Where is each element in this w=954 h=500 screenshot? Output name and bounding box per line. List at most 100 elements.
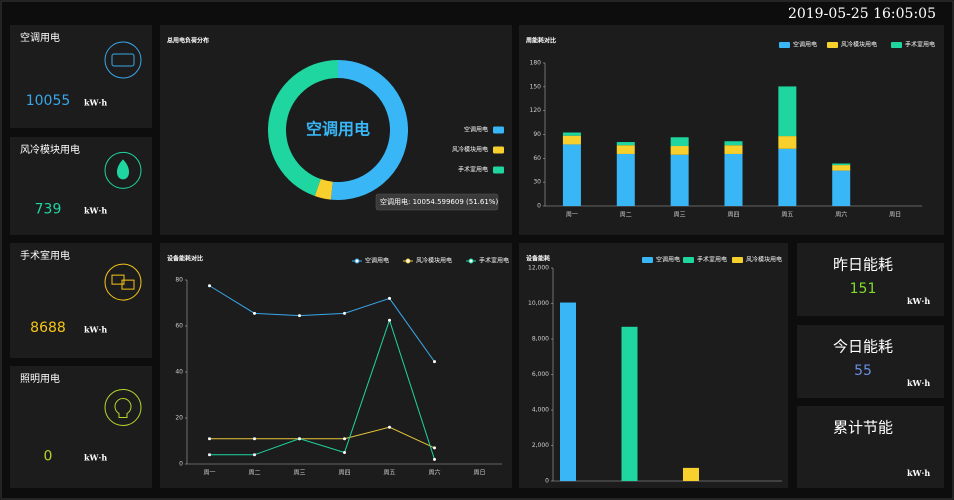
panel [10,25,152,128]
chart-title: 设备能耗 [526,255,550,263]
bar [621,326,638,481]
card-title: 空调用电 [20,31,60,44]
point [433,446,436,450]
legend-swatch [827,42,838,48]
y-tick-label: 12,000 [528,265,549,272]
card-value: 739 [35,202,62,218]
chart-title: 设备能耗对比 [167,255,203,263]
point [208,437,211,441]
legend-label: 风冷模块用电 [416,257,452,265]
card-title: 手术室用电 [20,249,70,262]
y-tick-label: 0 [537,203,541,210]
panel [797,325,944,398]
legend-marker [468,258,474,264]
bar-segment [832,170,851,206]
legend-label: 空调用电 [365,257,389,265]
point [343,437,346,441]
point [433,360,436,364]
point [253,311,256,315]
point [208,284,211,288]
bar-segment [562,144,581,206]
point [388,296,391,300]
legend-label: 风冷模块用电 [841,41,877,49]
x-tick-label: 周三 [674,212,686,219]
x-tick-label: 周日 [473,470,485,477]
icon-ring [104,151,142,189]
legend-label: 手术室用电 [697,256,727,264]
donut-center-label: 空调用电 [306,120,370,139]
bar-segment [778,86,797,137]
y-tick-label: 0 [545,478,549,485]
legend-swatch [642,257,653,263]
bar-segment [670,154,689,206]
y-tick-label: 0 [179,461,183,468]
legend-swatch [779,42,790,48]
y-tick-label: 120 [530,107,542,114]
card-title: 风冷模块用电 [20,143,80,156]
bar-segment [562,135,581,145]
legend-label: 空调用电 [656,256,680,264]
y-tick-label: 60 [175,323,183,330]
y-tick-label: 80 [175,277,183,284]
legend-swatch [683,257,694,263]
legend-marker [354,258,360,264]
y-tick-label: 20 [175,415,183,422]
bar-segment [670,137,689,147]
y-tick-label: 4,000 [532,407,549,414]
summary-title: 今日能耗 [833,338,893,356]
x-tick-label: 周日 [889,212,901,219]
point [208,453,211,457]
panel [519,243,788,488]
x-tick-label: 周三 [293,470,305,477]
bar-segment [616,145,635,154]
y-tick-label: 180 [530,60,542,67]
icon-ring [104,263,142,301]
legend-swatch [493,146,504,154]
summary-unit: kW·h [907,296,930,306]
donut-slice [268,60,338,197]
x-tick-label: 周五 [383,470,395,477]
legend-swatch [493,166,504,174]
tooltip: 空调用电: 10054.599609 (51.61%) [380,197,498,206]
y-tick-label: 2,000 [532,442,549,449]
legend-label: 手术室用电 [458,166,488,174]
summary-unit: kW·h [907,468,930,478]
summary-value: 151 [850,281,877,297]
legend-swatch [891,42,902,48]
summary-value: 55 [854,363,872,379]
bar-segment [832,165,851,171]
legend-swatch [493,126,504,134]
bar-segment [832,163,851,166]
point [253,437,256,441]
legend-label: 空调用电 [793,41,817,49]
panel [160,243,512,488]
card-value: 0 [44,448,53,464]
summary-unit: kW·h [907,378,930,388]
point [298,314,301,318]
x-tick-label: 周五 [781,212,793,219]
line [209,426,435,449]
line [209,318,435,460]
icon [114,398,132,418]
point [388,425,391,429]
y-tick-label: 6,000 [532,371,549,378]
point [253,453,256,457]
legend-label: 手术室用电 [905,41,935,49]
bar-segment [778,148,797,206]
summary-title: 昨日能耗 [833,256,893,274]
legend-marker [405,258,411,264]
datetime: 2019-05-25 16:05:05 [788,6,936,22]
y-tick-label: 60 [533,155,541,162]
card-unit: kW·h [84,453,107,463]
bar-segment [724,141,743,146]
bar-segment [616,142,635,146]
legend-label: 风冷模块用电 [452,146,488,154]
donut-slice [314,179,333,200]
x-tick-label: 周四 [338,470,350,477]
icon [111,274,135,290]
x-tick-label: 周二 [248,470,260,477]
line [209,285,435,362]
x-tick-label: 周六 [428,469,440,477]
bar-segment [670,146,689,155]
